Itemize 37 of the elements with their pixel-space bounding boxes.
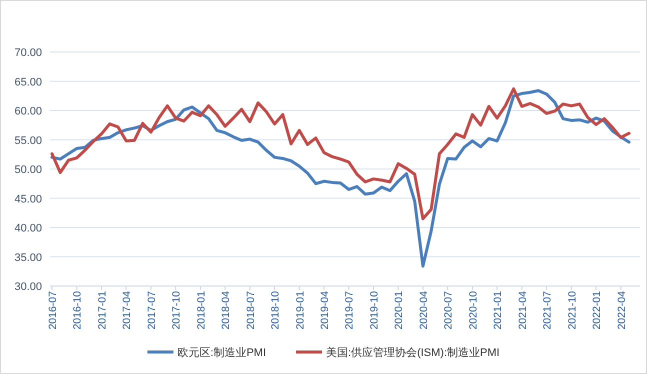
line-series bbox=[50, 89, 630, 268]
x-tick-label: 2022-04 bbox=[616, 290, 628, 330]
x-tick-label: 2017-01 bbox=[96, 290, 108, 330]
x-tick-label: 2020-10 bbox=[467, 290, 480, 330]
x-tick-label: 2020-04 bbox=[418, 290, 430, 330]
x-tick-label: 2019-01 bbox=[294, 290, 306, 330]
x-tick-label: 2021-04 bbox=[516, 290, 529, 330]
x-tick-label: 2020-01 bbox=[393, 290, 406, 330]
x-tick-label: 2017-10 bbox=[170, 290, 183, 330]
x-tick-label: 2016-10 bbox=[72, 290, 84, 330]
y-tick-label: 60.00 bbox=[14, 106, 42, 118]
y-tick-label: 35.00 bbox=[14, 252, 42, 264]
x-tick-label: 2018-04 bbox=[220, 290, 232, 330]
x-tick-label: 2021-01 bbox=[492, 290, 504, 330]
x-tick-label: 2019-07 bbox=[344, 290, 356, 330]
y-tick-label: 70.00 bbox=[14, 47, 42, 59]
y-tick-label: 50.00 bbox=[14, 164, 42, 176]
x-tick-label: 2022-01 bbox=[591, 290, 604, 330]
x-tick-label: 2019-04 bbox=[319, 290, 332, 330]
x-tick-label: 2017-07 bbox=[146, 290, 158, 330]
x-tick-label: 2021-10 bbox=[566, 290, 578, 330]
line-series bbox=[50, 87, 630, 220]
x-tick-label: 2018-10 bbox=[270, 290, 282, 330]
x-tick-label: 2016-07 bbox=[47, 290, 59, 330]
x-tick-label: 2018-07 bbox=[244, 290, 257, 330]
y-tick-label: 55.00 bbox=[14, 134, 42, 147]
y-tick-label: 65.00 bbox=[14, 76, 42, 88]
x-tick-label: 2018-01 bbox=[195, 290, 208, 330]
x-tick-label: 2021-07 bbox=[542, 290, 554, 330]
y-tick-label: 30.00 bbox=[14, 281, 42, 293]
legend-label: 欧元区:制造业PMI bbox=[177, 346, 266, 359]
legend-label: 美国:供应管理协会(ISM):制造业PMI bbox=[326, 346, 500, 359]
x-tick-label: 2019-10 bbox=[368, 290, 380, 330]
y-tick-label: 40.00 bbox=[14, 222, 42, 234]
y-tick-label: 45.00 bbox=[14, 193, 42, 206]
x-tick-label: 2017-04 bbox=[121, 290, 134, 330]
x-tick-label: 2020-07 bbox=[442, 290, 455, 330]
